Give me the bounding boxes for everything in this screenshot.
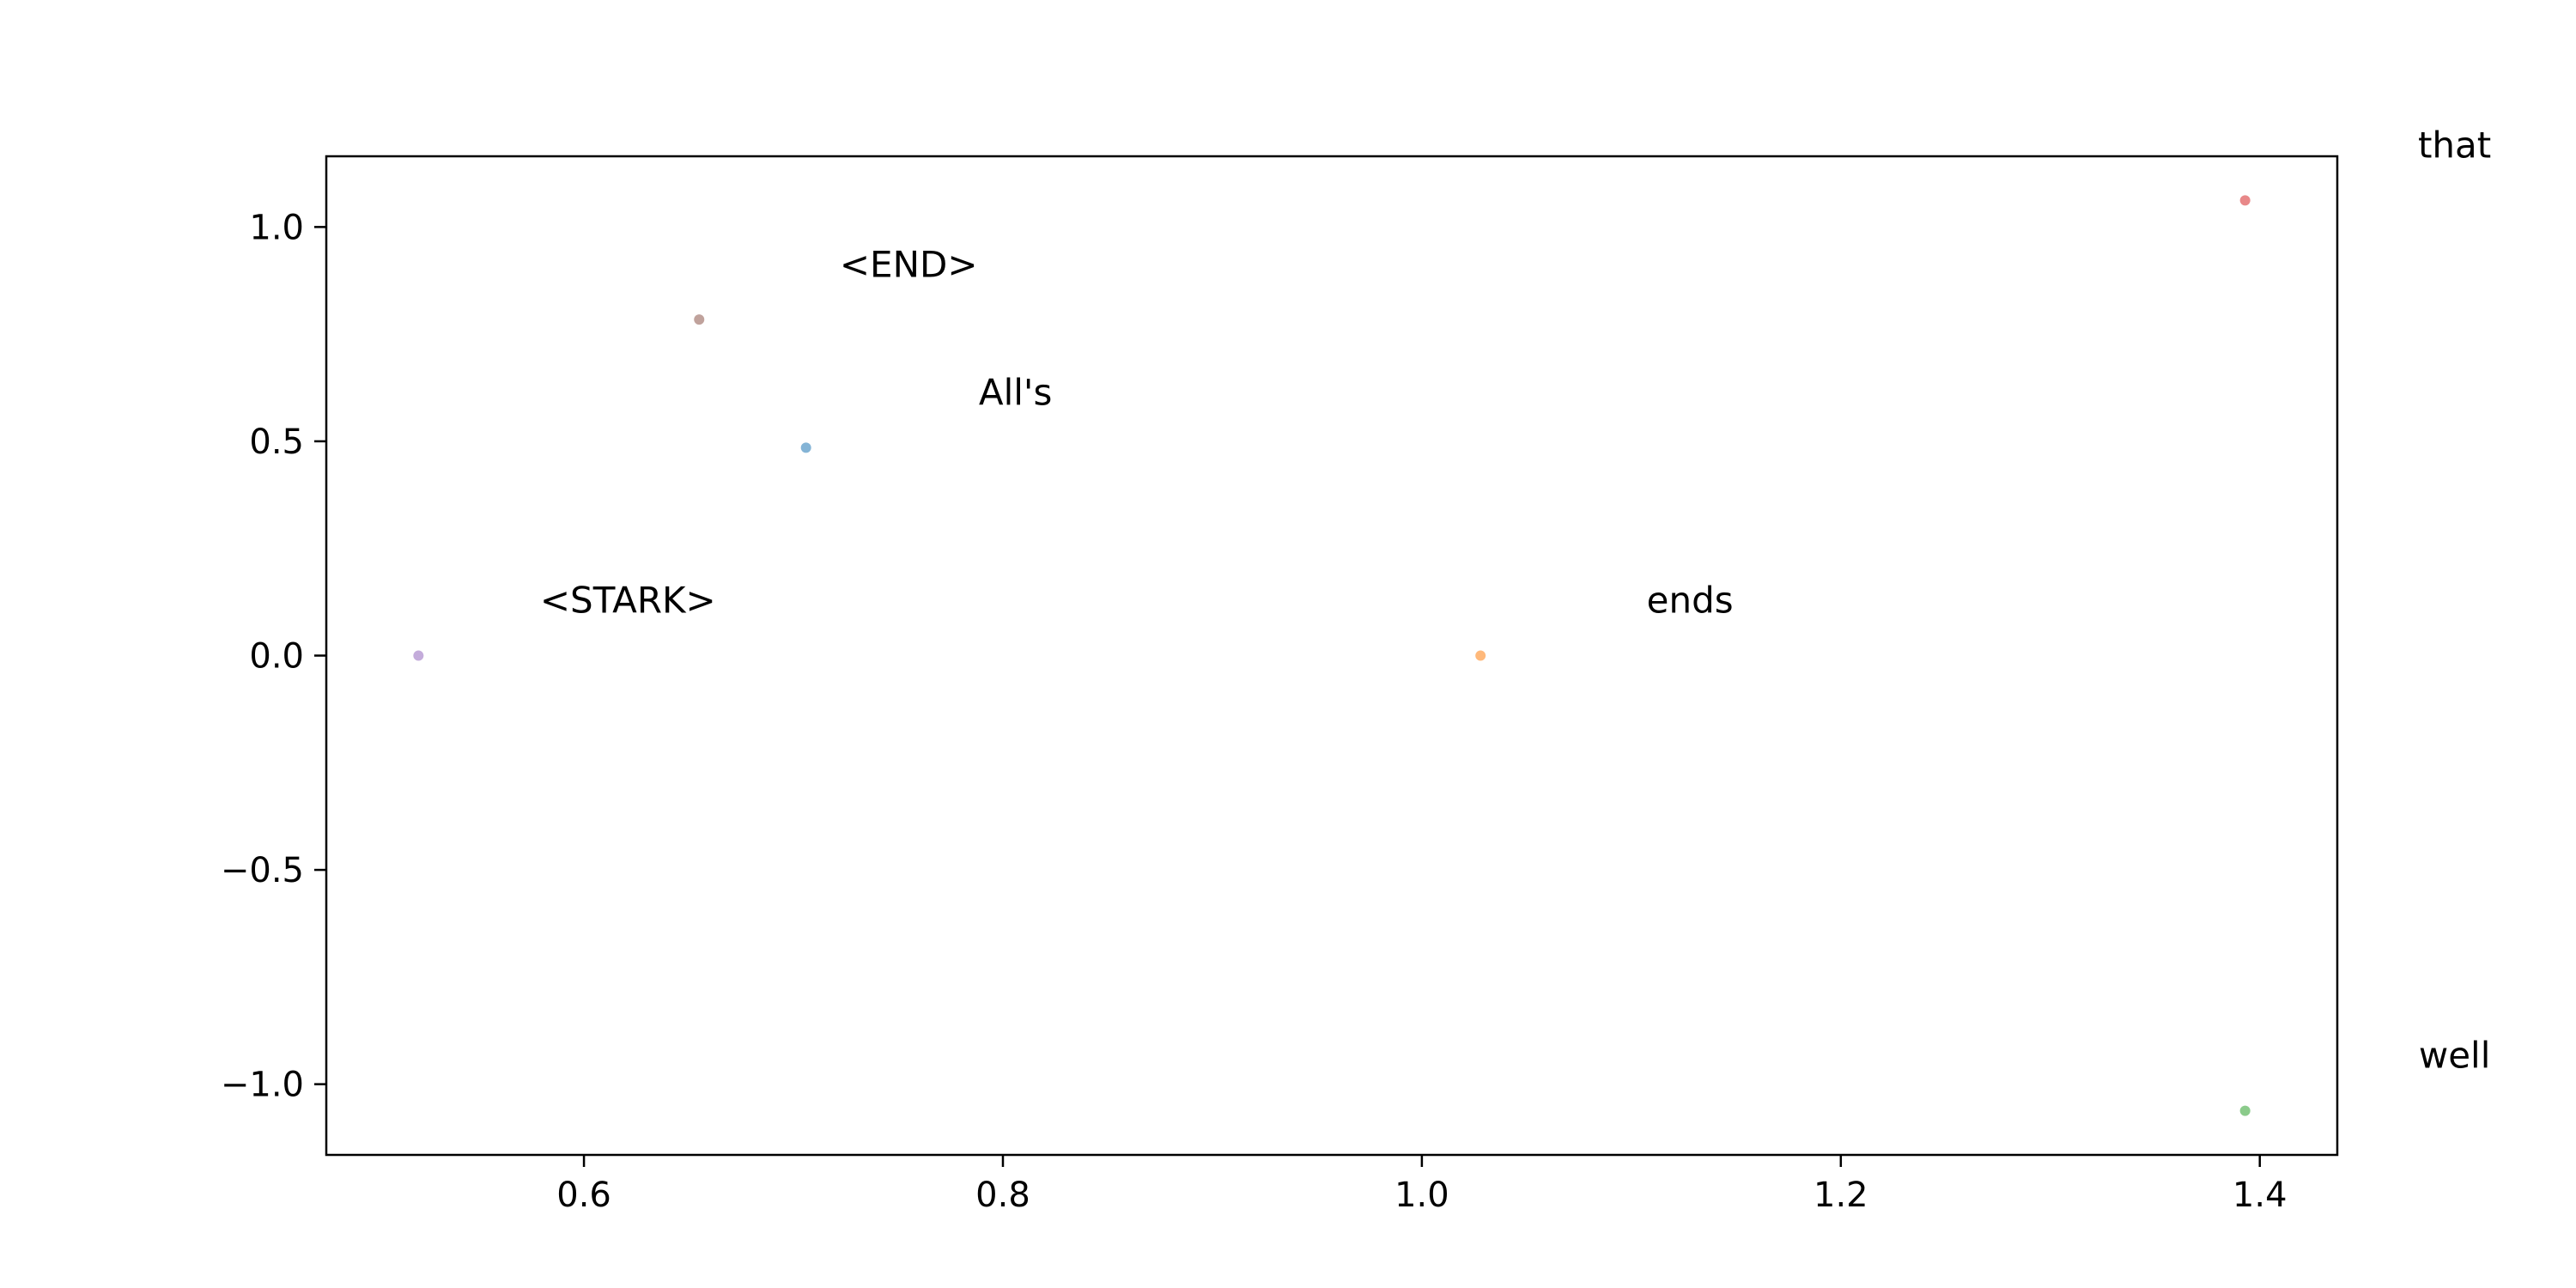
x-tick-label: 1.2 bbox=[1814, 1176, 1868, 1215]
x-tick-label: 1.0 bbox=[1394, 1176, 1449, 1215]
point-label: well bbox=[2419, 1035, 2491, 1077]
point-label: ends bbox=[1647, 580, 1734, 622]
points-layer bbox=[413, 195, 2251, 1116]
y-tick-label: −1.0 bbox=[221, 1066, 304, 1105]
y-tick-label: 0.0 bbox=[249, 637, 304, 677]
scatter-point bbox=[800, 442, 811, 453]
x-axis: 0.6 0.8 1.0 1.2 1.4 bbox=[556, 1155, 2287, 1215]
point-label: All's bbox=[979, 372, 1053, 414]
y-tick-label: −0.5 bbox=[221, 851, 304, 890]
scatter-point bbox=[413, 650, 424, 661]
plot-frame bbox=[325, 155, 2339, 1157]
point-labels-layer: All's ends well that <STARK> <END> bbox=[540, 125, 2491, 1077]
scatter-point bbox=[2239, 195, 2251, 206]
y-axis: −1.0 −0.5 0.0 0.5 1.0 bbox=[221, 208, 326, 1105]
point-label: <STARK> bbox=[540, 580, 716, 622]
y-tick-label: 0.5 bbox=[249, 422, 304, 462]
point-label: <END> bbox=[840, 243, 978, 285]
x-tick-label: 0.8 bbox=[975, 1176, 1030, 1215]
point-label: that bbox=[2418, 125, 2491, 167]
y-tick-label: 1.0 bbox=[249, 208, 304, 247]
x-tick-label: 0.6 bbox=[556, 1176, 611, 1215]
scatter-point bbox=[2239, 1105, 2251, 1116]
scatter-point bbox=[1475, 650, 1486, 661]
scatter-point bbox=[694, 314, 705, 325]
x-tick-label: 1.4 bbox=[2233, 1176, 2287, 1215]
